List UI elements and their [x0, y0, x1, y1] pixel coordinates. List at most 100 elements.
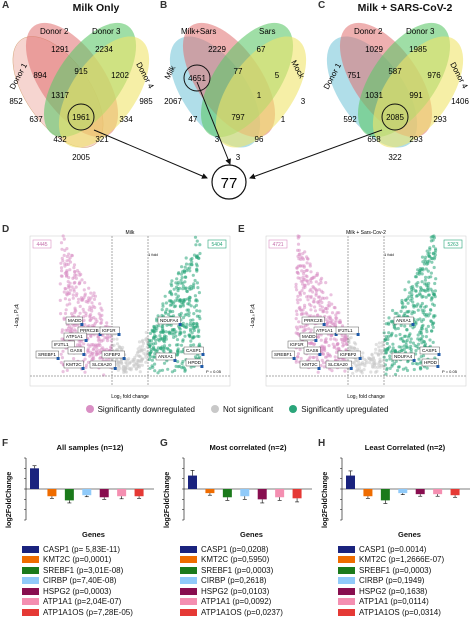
gene-label: GAS6: [306, 348, 319, 353]
volcano-point: [386, 334, 391, 339]
venn-a-value: 334: [119, 115, 133, 124]
volcano-point: [316, 370, 320, 374]
volcano-point: [60, 330, 64, 334]
volcano-point: [141, 344, 145, 348]
volcano-e-up-count: 5263: [447, 242, 458, 248]
volcano-point: [182, 330, 186, 334]
volcano-point: [178, 299, 182, 303]
volcano-point: [400, 301, 404, 305]
volcano-point: [155, 319, 159, 323]
legend-item: KMT2C (p=0,5950): [180, 555, 283, 566]
volcano-point: [408, 346, 412, 350]
volcano-point: [303, 305, 307, 310]
volcano-point: [391, 342, 395, 346]
volcano-point: [404, 298, 408, 302]
volcano-point: [109, 339, 113, 343]
volcano-point: [344, 342, 348, 346]
volcano-point: [184, 262, 189, 266]
volcano-point: [124, 367, 128, 371]
volcano-point: [82, 288, 86, 292]
volcano-point: [195, 264, 199, 268]
volcano-point: [92, 347, 96, 351]
volcano-point: [424, 255, 428, 259]
gene-point: [200, 365, 204, 368]
volcano-point: [192, 322, 196, 326]
volcano-point: [424, 275, 428, 279]
volcano-point: [328, 320, 333, 324]
volcano-point: [369, 370, 373, 374]
volcano-point: [92, 291, 96, 295]
volcano-point: [369, 358, 373, 362]
volcano-point: [63, 271, 67, 275]
volcano-point: [315, 355, 319, 359]
volcano-point: [327, 301, 331, 305]
volcano-point: [169, 331, 173, 335]
volcano-point: [173, 299, 177, 303]
volcano-point: [309, 341, 313, 345]
volcano-point: [198, 355, 202, 359]
volcano-point: [343, 369, 347, 373]
volcano-point: [106, 333, 110, 337]
volcano-point: [59, 361, 64, 365]
volcano-point: [145, 345, 149, 349]
volcano-point: [401, 339, 405, 343]
volcano-point: [311, 355, 315, 360]
gene-label: ANXA1: [396, 318, 412, 323]
legend-item: CASP1 (p=0.0014): [338, 544, 444, 555]
volcano-point: [89, 291, 93, 295]
volcano-point: [67, 252, 71, 256]
volcano-point: [330, 311, 335, 315]
volcano-point: [360, 369, 364, 373]
volcano-point: [361, 351, 365, 355]
volcano-point: [405, 338, 409, 342]
volcano-point: [186, 302, 190, 306]
volcano-point: [137, 354, 141, 358]
volcano-point: [311, 290, 315, 294]
volcano-point: [405, 368, 410, 373]
volcano-point: [132, 364, 136, 368]
volcano-point: [431, 340, 435, 344]
volcano-point: [185, 325, 189, 329]
legend-label: HSPG2 (p=0,1638): [359, 586, 428, 596]
volcano-point: [419, 287, 423, 291]
volcano-point: [296, 294, 300, 298]
volcano-point: [60, 247, 64, 251]
volcano-point: [78, 304, 82, 308]
legend-ns: Not significant: [210, 405, 273, 414]
volcano-point: [297, 252, 301, 257]
volcano-point: [309, 296, 313, 300]
bar-chart-g: [182, 457, 312, 521]
volcano-point: [420, 272, 424, 276]
volcano-point: [176, 280, 180, 284]
volcano-point: [88, 344, 92, 348]
venn-b-value: 67: [257, 45, 266, 54]
bar-cirbp: [82, 489, 92, 496]
volcano-point: [418, 267, 422, 271]
volcano-point: [75, 292, 79, 296]
bar-h-xlabel: Genes: [398, 530, 421, 539]
volcano-point: [74, 323, 78, 327]
volcano-point: [335, 343, 339, 347]
volcano-point: [309, 304, 313, 308]
volcano-point: [176, 272, 180, 276]
volcano-point: [144, 330, 148, 335]
legend-label: CASP1 (p=0.0014): [359, 544, 427, 554]
volcano-point: [192, 343, 196, 347]
volcano-point: [157, 339, 161, 343]
volcano-point: [411, 300, 415, 304]
gene-label-box: [421, 358, 439, 367]
volcano-point: [99, 339, 103, 343]
volcano-point: [421, 294, 425, 299]
gene-point: [80, 323, 84, 326]
volcano-point: [195, 281, 199, 285]
volcano-point: [66, 283, 70, 288]
volcano-point: [141, 338, 145, 342]
volcano-point: [184, 256, 188, 260]
arrow-c: [249, 129, 383, 180]
volcano-point: [400, 348, 404, 353]
volcano-point: [65, 303, 69, 307]
volcano-point: [406, 360, 410, 364]
gene-point: [173, 359, 177, 362]
volcano-point: [429, 271, 433, 275]
volcano-point: [406, 301, 410, 305]
